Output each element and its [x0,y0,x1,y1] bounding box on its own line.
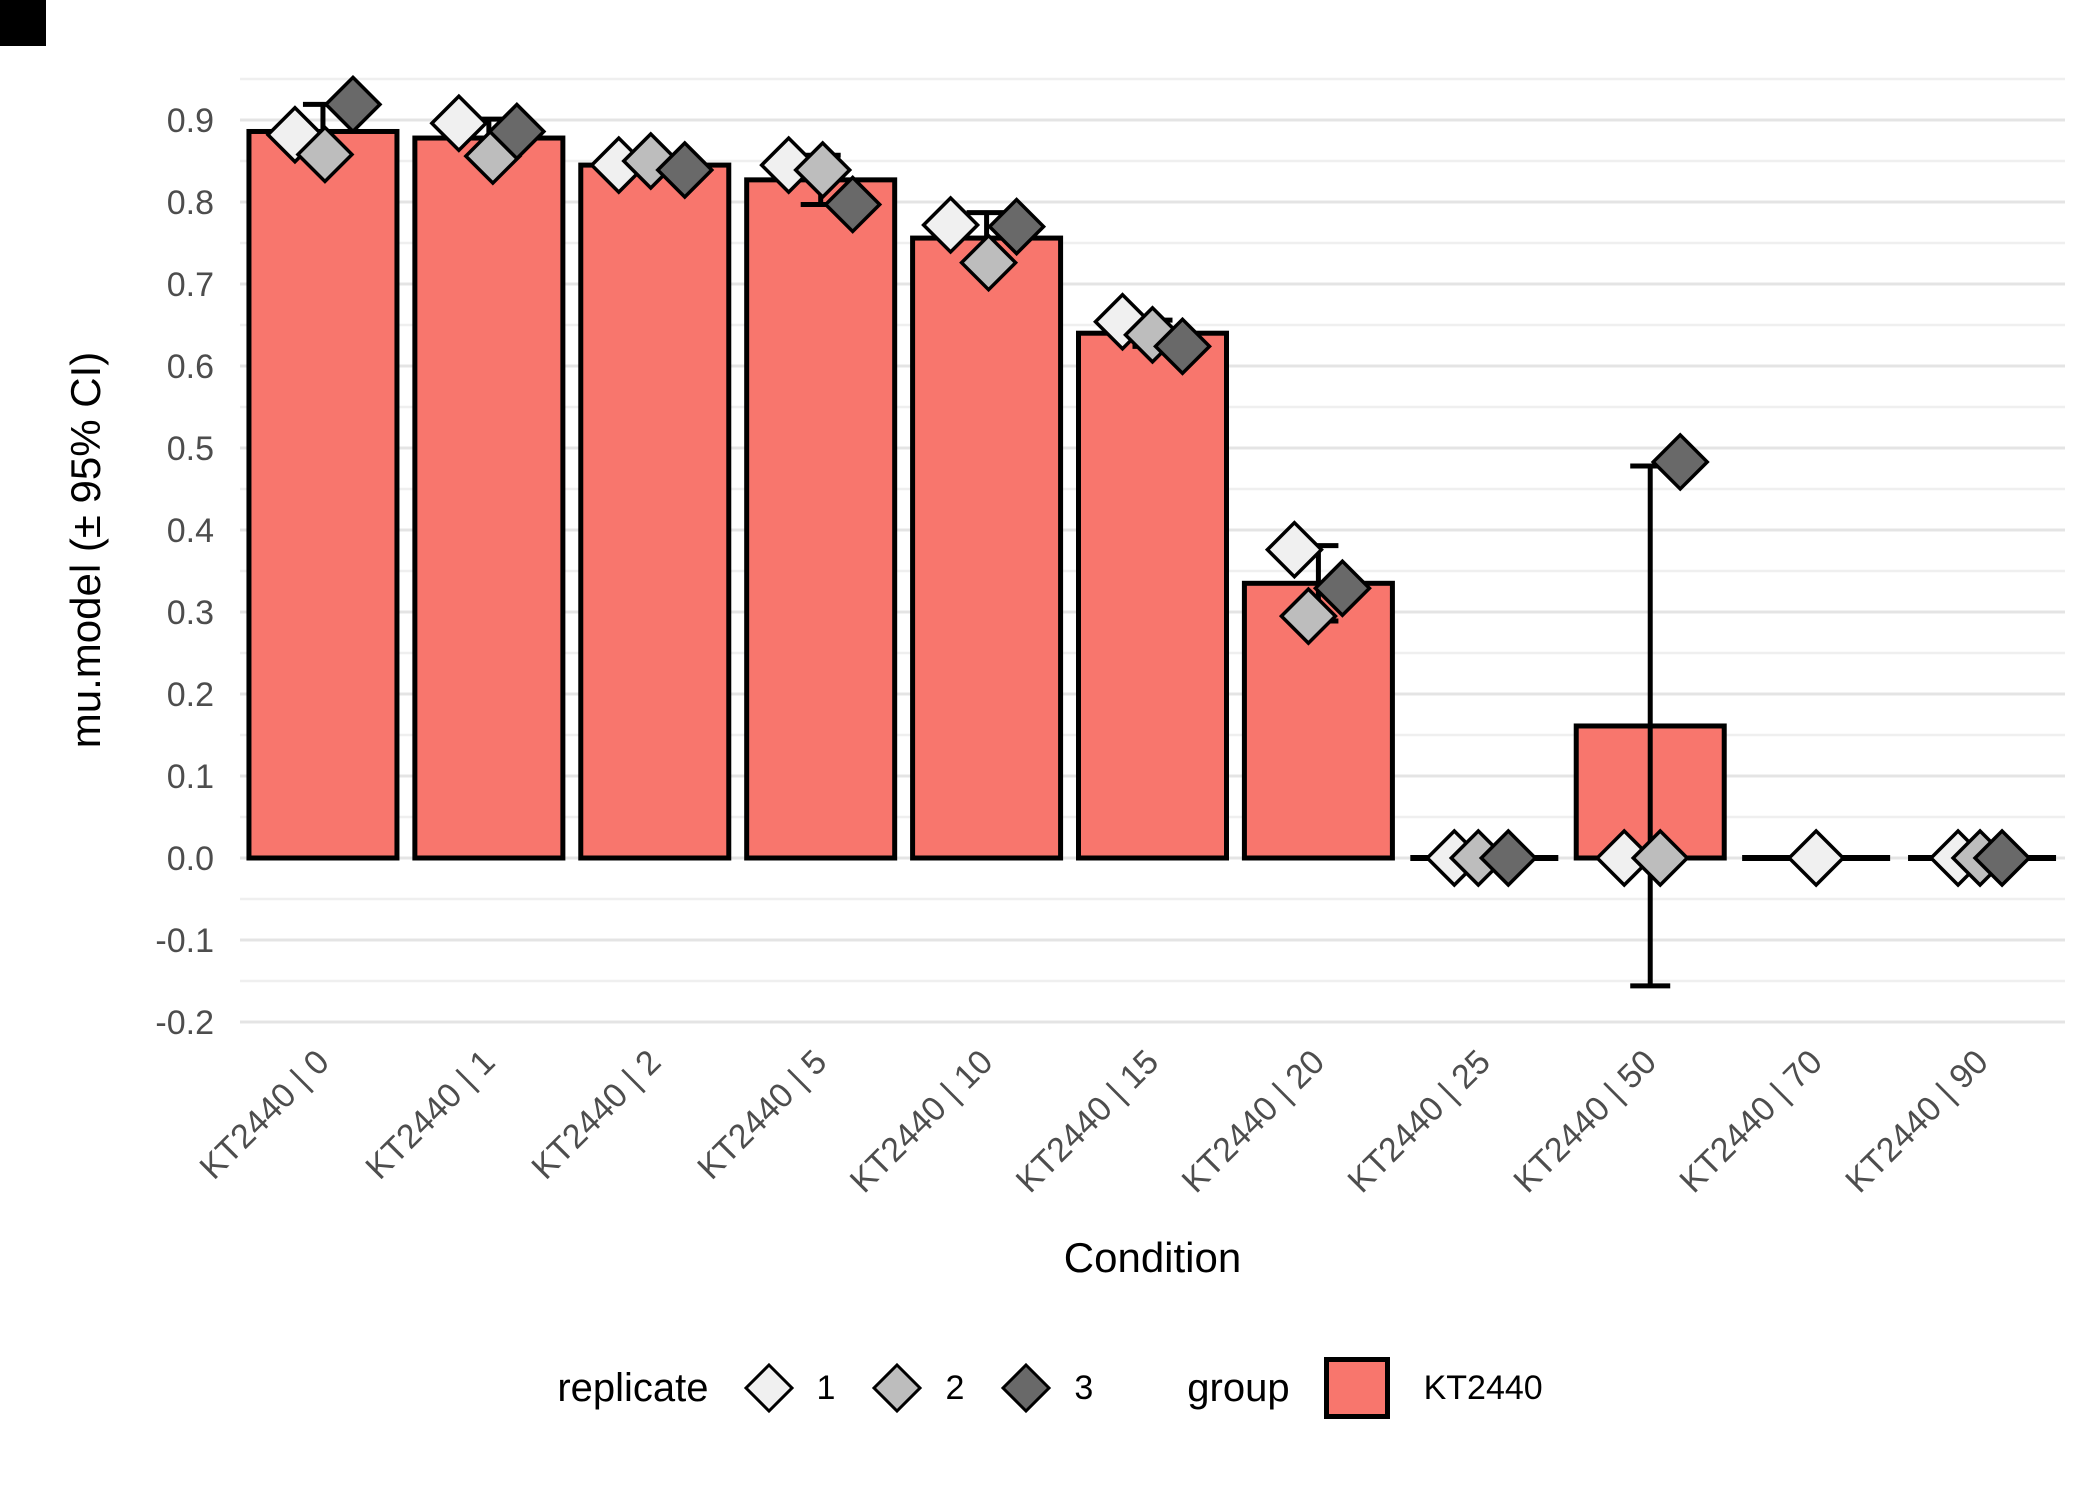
y-tick-label: 0.8 [167,184,214,222]
legend-replicate-item-3: 3 [1000,1362,1093,1414]
point-rep2-4 [959,233,1019,293]
bar-5 [1076,330,1229,861]
y-tick-label: -0.1 [155,922,214,960]
x-tick-label: KT2440 | 90 [1838,1043,1995,1200]
legend-replicate-1-label: 1 [816,1368,836,1407]
y-tick-label: 0.0 [167,840,214,878]
point-rep3-2 [655,140,715,200]
point-rep1-6 [1264,520,1324,580]
x-tick-label: KT2440 | 15 [1009,1043,1166,1200]
point-rep1-1 [429,93,489,153]
point-rep3-10 [1972,828,2032,888]
point-rep3-6 [1312,558,1372,618]
point-rep2-3 [793,140,853,200]
y-tick-label: 0.4 [167,512,214,550]
point-rep2-8 [1630,828,1690,888]
diamond-shape [872,1362,923,1414]
x-tick-label: KT2440 | 0 [193,1043,337,1187]
corner-mark [0,0,46,46]
legend-group-swatch [1323,1357,1390,1419]
bar-1 [412,135,566,861]
x-tick-label: KT2440 | 20 [1175,1043,1332,1200]
y-tick-label: 0.3 [167,594,214,632]
point-rep3-1 [487,102,547,161]
legend-replicate-title: replicate [557,1365,709,1410]
diamond-shape [743,1362,794,1414]
y-tick-label: 0.2 [167,676,214,714]
point-rep3-4 [987,197,1047,257]
point-rep2-6 [1278,586,1338,646]
y-tick-label: 0.1 [167,758,214,796]
point-rep1-4 [921,195,981,255]
x-tick-label: KT2440 | 2 [524,1043,668,1187]
legend-replicate-2-diamond-icon [872,1362,923,1414]
bar-2 [578,162,732,861]
legend: replicate 1 2 3 group KT2440 [0,1348,2100,1428]
legend-group-label: KT2440 [1423,1368,1543,1407]
x-tick-label: KT2440 | 10 [843,1043,1000,1200]
y-tick-label: 0.7 [167,266,214,304]
legend-replicate-3-label: 3 [1074,1368,1094,1407]
legend-replicate-2-label: 2 [945,1368,965,1407]
bar-3 [744,177,898,861]
bar-0 [246,128,400,861]
y-tick-label: 0.9 [167,102,214,140]
point-rep3-5 [1153,316,1212,376]
legend-replicate-item-1: 1 [743,1362,836,1414]
x-tick-label: KT2440 | 25 [1341,1043,1498,1200]
point-rep3-3 [823,174,883,234]
point-rep3-7 [1478,828,1538,888]
x-tick-label: KT2440 | 50 [1506,1043,1663,1200]
point-rep2-0 [295,124,355,184]
legend-replicate-1-diamond-icon [743,1362,794,1414]
diamond-shape [1001,1362,1052,1414]
y-tick-label: -0.2 [155,1004,214,1042]
legend-group-title: group [1187,1365,1290,1410]
y-tick-label: 0.6 [167,348,214,386]
point-rep3-0 [323,74,383,134]
legend-replicate-3-diamond-icon [1001,1362,1052,1414]
y-axis-title: mu.model (± 95% CI) [62,352,109,749]
x-tick-label: KT2440 | 1 [358,1043,502,1187]
x-tick-label: KT2440 | 70 [1672,1043,1829,1200]
point-rep3-8 [1650,432,1710,492]
x-axis-title: Condition [1064,1234,1241,1281]
y-tick-label: 0.5 [167,430,214,468]
legend-replicate-item-2: 2 [871,1362,964,1414]
x-tick-label: KT2440 | 5 [690,1043,834,1187]
point-rep1-9 [1786,828,1846,888]
bar-4 [910,235,1064,861]
legend-replicate-items: 1 2 3 [743,1362,1093,1414]
